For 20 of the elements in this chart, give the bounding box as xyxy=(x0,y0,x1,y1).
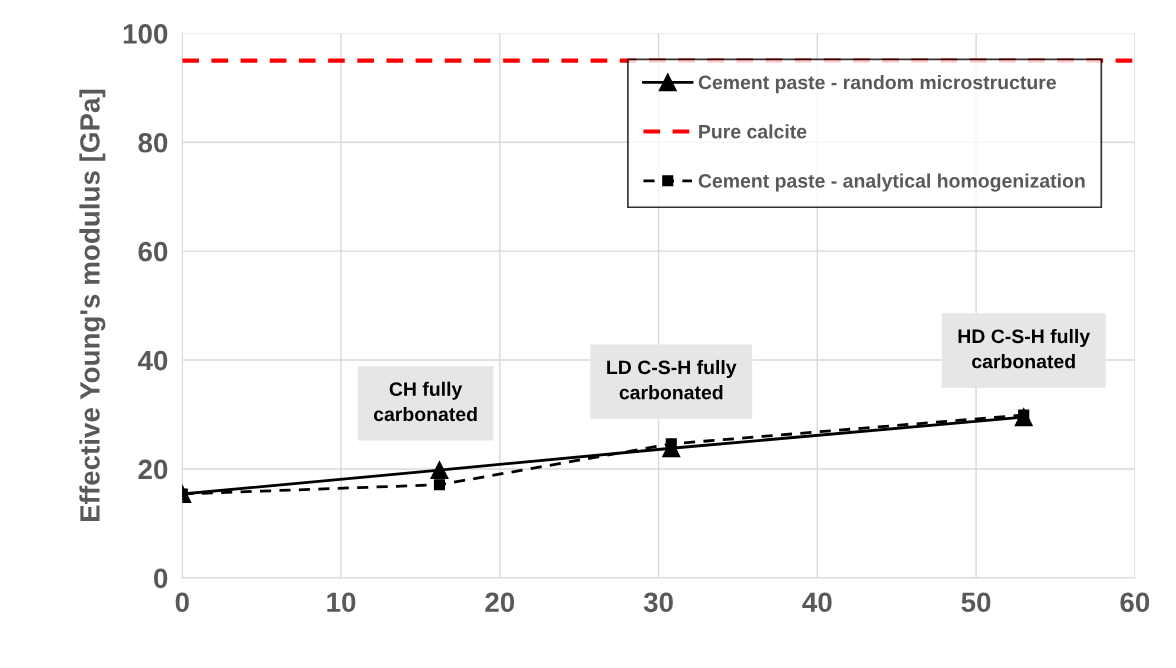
y-tick-label: 20 xyxy=(138,459,168,480)
x-tick-label: 40 xyxy=(802,592,832,613)
x-tick-label: 30 xyxy=(643,592,673,613)
annotation: CH fully carbonated xyxy=(373,381,477,422)
legend-label: Cement paste - random microstructure xyxy=(698,75,1056,94)
y-tick-label: 100 xyxy=(123,24,168,44)
y-tick-label: 40 xyxy=(137,350,168,371)
x-tick-label: 0 xyxy=(175,592,189,613)
x-tick-label: 50 xyxy=(961,592,991,613)
y-axis-title: Effective Young's modulus [GPa] xyxy=(79,89,106,522)
y-tick-label: 0 xyxy=(154,568,168,589)
annotation: HD C-S-H fully carbonated xyxy=(958,328,1091,369)
legend-label: Pure calcite xyxy=(699,124,807,139)
x-tick-label: 10 xyxy=(327,592,356,613)
y-tick-label: 80 xyxy=(138,132,168,153)
x-tick-label: 60 xyxy=(1120,592,1150,613)
x-tick-label: 20 xyxy=(485,592,515,613)
legend-label: Cement paste - analytical homogenization xyxy=(698,173,1085,192)
annotation: LD C-S-H fully carbonated xyxy=(607,359,737,400)
y-tick-label: 60 xyxy=(138,241,168,262)
